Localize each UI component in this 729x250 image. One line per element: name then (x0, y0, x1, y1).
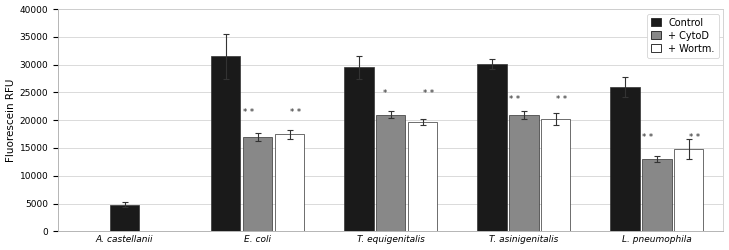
Bar (376, 114, 405, 231)
Bar (642, 159, 671, 231)
Bar (408, 122, 437, 231)
Text: * *: * * (642, 134, 653, 142)
Text: * *: * * (555, 94, 567, 104)
Y-axis label: Fluorescein RFU: Fluorescein RFU (6, 78, 15, 162)
Text: * *: * * (243, 108, 254, 118)
Bar (674, 149, 703, 231)
Text: * *: * * (689, 134, 700, 142)
Bar (243, 137, 273, 231)
Legend: Control, + CytoD, + Wortm.: Control, + CytoD, + Wortm. (647, 14, 719, 58)
Text: *: * (383, 89, 387, 98)
Bar (275, 134, 304, 231)
Bar (110, 204, 139, 231)
Text: * *: * * (423, 89, 434, 98)
Bar (477, 64, 507, 231)
Bar (541, 119, 570, 231)
Text: * *: * * (509, 94, 520, 104)
Bar (344, 68, 373, 231)
Bar (610, 87, 639, 231)
Bar (211, 56, 241, 231)
Text: * *: * * (289, 108, 301, 118)
Bar (510, 114, 539, 231)
